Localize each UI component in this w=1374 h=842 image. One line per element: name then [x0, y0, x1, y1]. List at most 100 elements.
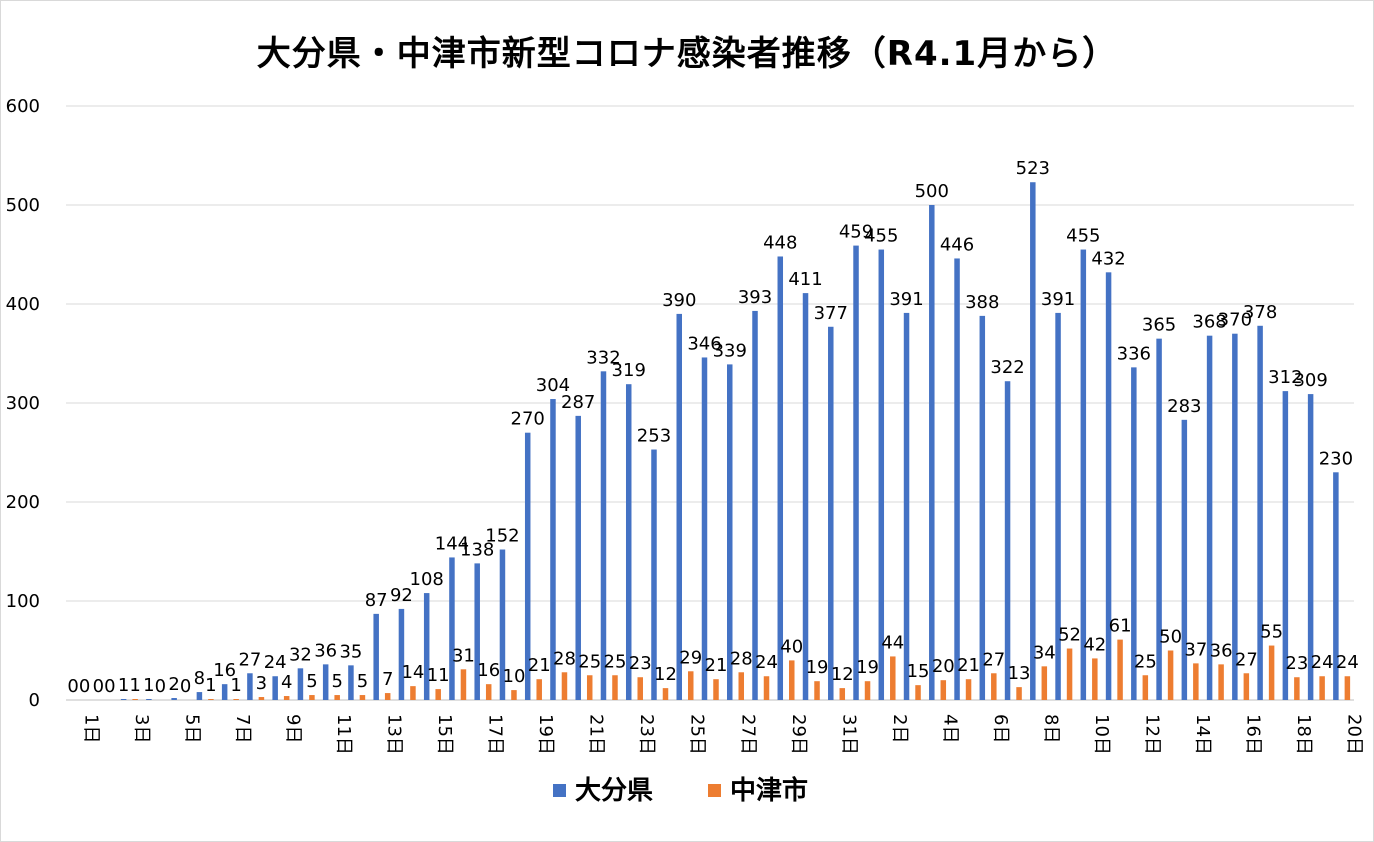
- data-label-oita: 36: [314, 640, 337, 661]
- bar-nakatsu: [763, 676, 770, 700]
- data-label-nakatsu: 5: [331, 671, 342, 692]
- data-label-nakatsu: 27: [1235, 649, 1258, 670]
- bar-nakatsu: [940, 680, 947, 700]
- x-tick-label-group: 20日: [1343, 714, 1364, 755]
- data-label-oita: 152: [485, 526, 519, 547]
- bar-oita: [903, 312, 910, 700]
- bar-oita: [929, 205, 935, 700]
- x-tick-label-group: 5日: [182, 714, 203, 743]
- bar-nakatsu: [965, 679, 972, 700]
- x-tick-label-group: 19日: [535, 714, 556, 755]
- bar-oita: [1181, 419, 1188, 700]
- bar-oita: [196, 692, 203, 700]
- data-label-oita: 446: [940, 234, 974, 255]
- data-label-nakatsu: 55: [1260, 622, 1283, 643]
- bar-oita: [1156, 338, 1162, 700]
- x-tick-label-group: 21日: [586, 714, 607, 755]
- data-label-nakatsu: 3: [256, 673, 267, 694]
- data-label-oita: 346: [687, 333, 721, 354]
- x-tick-label-group: 16日: [1242, 714, 1263, 755]
- bar-oita: [499, 549, 506, 700]
- bar-oita: [550, 399, 556, 700]
- data-label-oita: 144: [435, 533, 469, 554]
- gridlines: [66, 105, 1354, 701]
- data-label-oita: 411: [788, 269, 822, 290]
- legend-swatch-nakatsu: [708, 784, 721, 797]
- data-label-oita: 391: [889, 289, 923, 310]
- bar-nakatsu: [283, 696, 290, 700]
- x-tick-label-group: 29日: [788, 714, 809, 755]
- data-label-nakatsu: 15: [907, 661, 930, 682]
- legend-swatch-oita: [553, 784, 566, 797]
- x-tick-label: 18日: [1293, 714, 1314, 755]
- data-label-nakatsu: 24: [1336, 652, 1359, 673]
- bar-oita: [853, 245, 859, 700]
- data-label-nakatsu: 16: [477, 660, 500, 681]
- bar-oita: [1232, 333, 1238, 700]
- data-label-oita: 0: [67, 676, 78, 697]
- data-label-oita: 270: [511, 409, 545, 430]
- bar-oita: [1307, 394, 1314, 700]
- x-tick-label: 5日: [182, 714, 203, 743]
- x-tick-label-group: 14日: [1192, 714, 1213, 755]
- x-tick-label-group: 12日: [1141, 714, 1162, 755]
- bar-oita: [676, 313, 682, 700]
- bar-nakatsu: [132, 699, 138, 700]
- data-label-oita: 304: [536, 375, 570, 396]
- data-label-nakatsu: 29: [679, 647, 702, 668]
- data-label-oita: 388: [965, 292, 999, 313]
- bar-nakatsu: [384, 693, 391, 700]
- data-label-nakatsu: 25: [1134, 651, 1157, 672]
- bar-nakatsu: [637, 677, 643, 700]
- data-label-nakatsu: 1: [129, 675, 140, 696]
- x-axis: 1日 3日 5日 7日 9日 11日 13日 15日 17日 19日 21日 23日 25日 27日 29日…: [81, 714, 1365, 755]
- bar-nakatsu: [1167, 650, 1174, 700]
- bar-oita: [1105, 272, 1112, 700]
- x-tick-label: 1日: [81, 714, 102, 743]
- data-label-oita: 455: [864, 226, 898, 247]
- x-tick-label: 27日: [737, 714, 758, 755]
- data-label-nakatsu: 61: [1109, 616, 1132, 637]
- data-label-nakatsu: 5: [357, 671, 368, 692]
- data-label-oita: 455: [1066, 226, 1100, 247]
- bar-nakatsu: [839, 688, 846, 700]
- data-label-nakatsu: 34: [1033, 642, 1056, 663]
- data-label-oita: 309: [1293, 370, 1327, 391]
- bar-oita: [954, 258, 960, 700]
- bar-oita: [398, 608, 405, 700]
- bar-oita: [146, 699, 152, 700]
- x-tick-label-group: 18日: [1293, 714, 1314, 755]
- x-tick-label-group: 1日: [81, 714, 102, 743]
- x-tick-label: 11日: [333, 714, 354, 755]
- data-label-nakatsu: 7: [382, 669, 393, 690]
- y-tick-label: 400: [6, 294, 40, 315]
- x-tick-label: 23日: [636, 714, 657, 755]
- data-label-nakatsu: 1: [205, 675, 216, 696]
- bar-oita: [600, 371, 607, 700]
- bar-oita: [449, 557, 455, 700]
- x-tick-label: 6日: [990, 714, 1011, 743]
- bar-nakatsu: [410, 686, 416, 700]
- x-tick-label: 9日: [283, 714, 304, 743]
- x-tick-label: 29日: [788, 714, 809, 755]
- data-label-nakatsu: 19: [806, 657, 829, 678]
- bar-nakatsu: [991, 673, 997, 700]
- bar-nakatsu: [435, 689, 441, 700]
- x-tick-label-group: 9日: [283, 714, 304, 743]
- bar-nakatsu: [208, 699, 214, 700]
- data-label-oita: 87: [365, 590, 388, 611]
- data-label-oita: 287: [561, 392, 595, 413]
- bar-oita: [171, 698, 177, 700]
- data-label-nakatsu: 13: [1008, 663, 1031, 684]
- x-tick-label: 4日: [939, 714, 960, 743]
- bar-oita: [777, 256, 784, 700]
- bar-nakatsu: [662, 688, 669, 700]
- bar-oita: [1131, 367, 1137, 700]
- bar-nakatsu: [864, 681, 871, 700]
- data-label-oita: 32: [289, 644, 312, 665]
- bar-oita: [575, 415, 581, 700]
- data-label-nakatsu: 4: [281, 672, 292, 693]
- x-tick-label: 20日: [1343, 714, 1364, 755]
- x-tick-label: 25日: [687, 714, 708, 755]
- data-label-nakatsu: 27: [982, 649, 1005, 670]
